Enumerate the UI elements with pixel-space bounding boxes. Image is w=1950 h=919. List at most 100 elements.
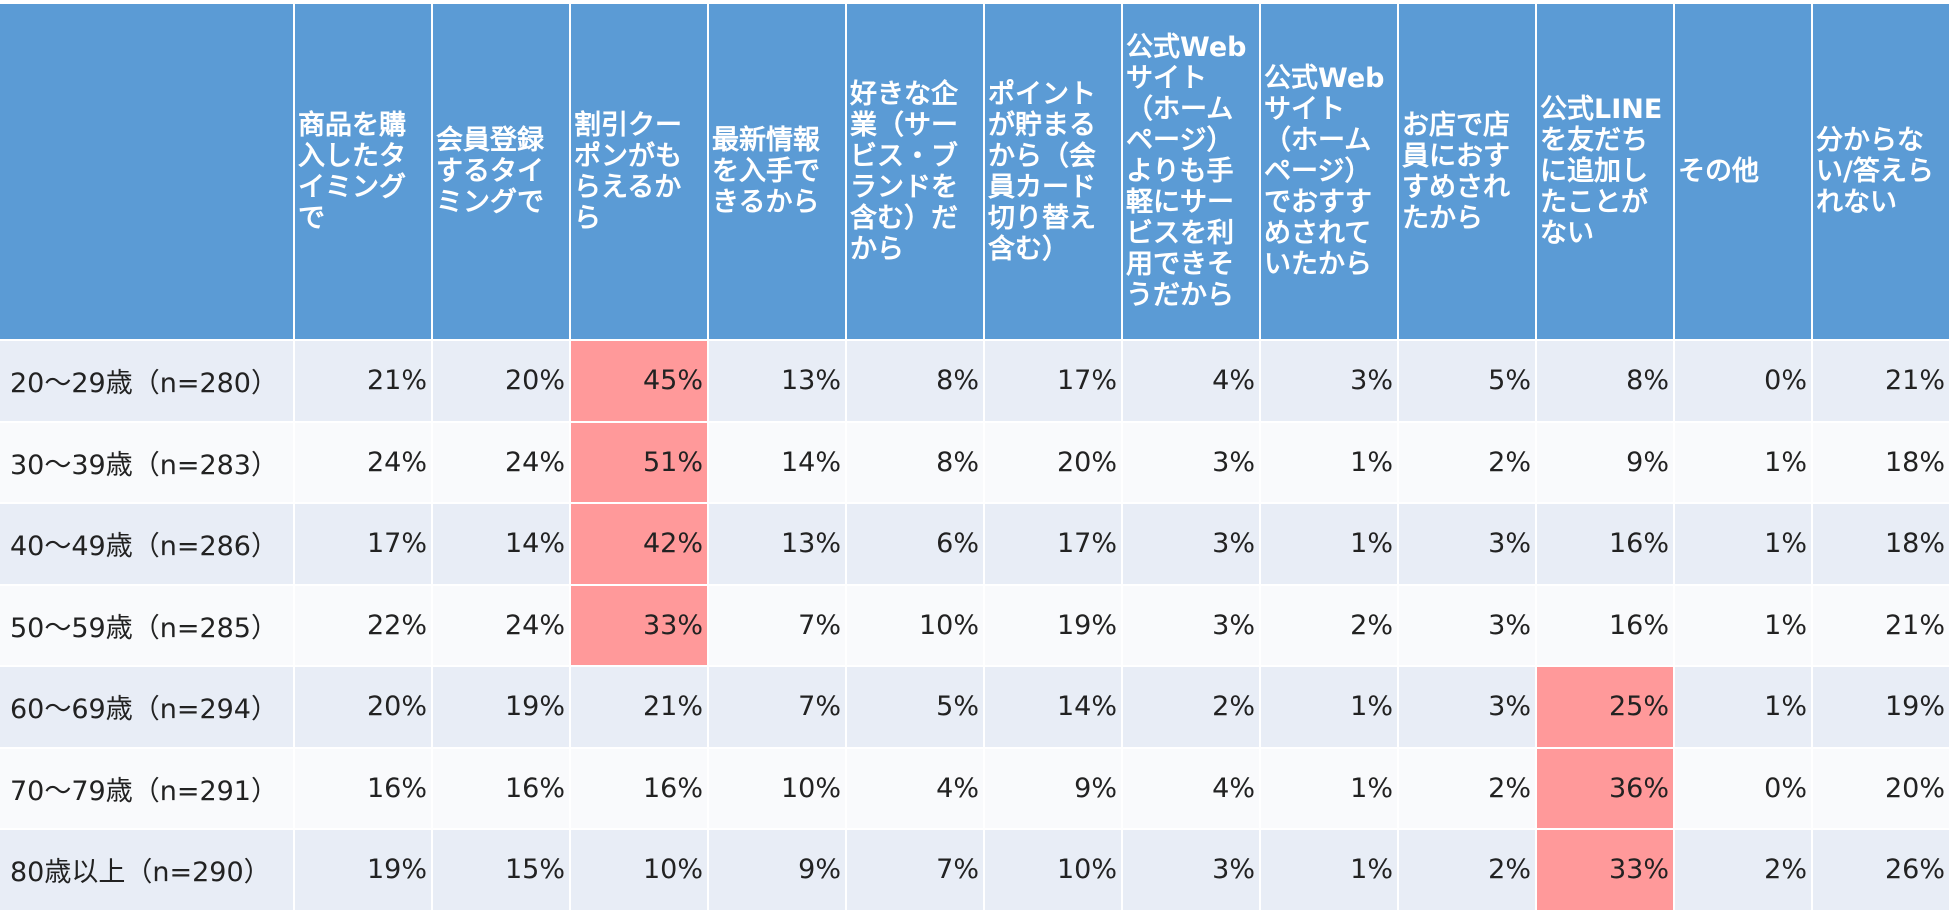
value-cell: 20%: [432, 340, 571, 423]
table-row: 40〜49歳（n=286） 17% 14% 42% 13% 6% 17% 3% 1% 3% 16% 1…: [0, 503, 1950, 586]
value-cell: 16%: [570, 747, 709, 830]
row-label: 30〜39歳（n=283）: [0, 421, 295, 504]
table-body: 20〜29歳（n=280） 21% 20% 45% 13% 8% 17% 4% 3% 5% 8% 0%…: [0, 340, 1950, 912]
value-cell: 19%: [432, 666, 571, 749]
survey-table: 商品を購入したタイミングで 会員登録するタイミングで 割引クーポンがもらえるから 最新…: [0, 4, 1950, 912]
value-cell: 1%: [1260, 747, 1399, 830]
table-row: 20〜29歳（n=280） 21% 20% 45% 13% 8% 17% 4% 3% 5% 8% 0%…: [0, 340, 1950, 423]
value-cell: 6%: [846, 503, 985, 586]
value-cell: 3%: [1122, 584, 1261, 667]
value-cell: 2%: [1398, 829, 1537, 912]
table-row: 30〜39歳（n=283） 24% 24% 51% 14% 8% 20% 3% 1% 2% 9% 1%…: [0, 421, 1950, 504]
value-cell: 3%: [1122, 421, 1261, 504]
column-header: お店で店員におすすめされたから: [1398, 4, 1537, 341]
value-cell: 18%: [1812, 503, 1950, 586]
table-row: 50〜59歳（n=285） 22% 24% 33% 7% 10% 19% 3% 2% 3% 16% 1…: [0, 584, 1950, 667]
value-cell: 7%: [846, 829, 985, 912]
row-label: 80歳以上（n=290）: [0, 829, 295, 912]
highlighted-value-cell: 33%: [1536, 829, 1675, 912]
value-cell: 10%: [846, 584, 985, 667]
value-cell: 13%: [708, 340, 847, 423]
value-cell: 22%: [294, 584, 433, 667]
table-header: 商品を購入したタイミングで 会員登録するタイミングで 割引クーポンがもらえるから 最新…: [0, 4, 1950, 341]
value-cell: 5%: [846, 666, 985, 749]
table-row: 70〜79歳（n=291） 16% 16% 16% 10% 4% 9% 4% 1% 2% 36% 0%…: [0, 747, 1950, 830]
value-cell: 19%: [294, 829, 433, 912]
value-cell: 16%: [1536, 584, 1675, 667]
value-cell: 4%: [1122, 340, 1261, 423]
column-header: ポイントが貯まるから（会員カード切り替え含む）: [984, 4, 1123, 341]
value-cell: 3%: [1398, 584, 1537, 667]
value-cell: 1%: [1674, 503, 1813, 586]
value-cell: 21%: [570, 666, 709, 749]
value-cell: 3%: [1398, 666, 1537, 749]
value-cell: 2%: [1398, 421, 1537, 504]
value-cell: 7%: [708, 584, 847, 667]
highlighted-value-cell: 36%: [1536, 747, 1675, 830]
value-cell: 4%: [846, 747, 985, 830]
value-cell: 15%: [432, 829, 571, 912]
column-header: 公式LINEを友だちに追加したことがない: [1536, 4, 1675, 341]
value-cell: 3%: [1122, 503, 1261, 586]
value-cell: 10%: [570, 829, 709, 912]
value-cell: 0%: [1674, 340, 1813, 423]
row-label: 70〜79歳（n=291）: [0, 747, 295, 830]
column-header: 分からない/答えられない: [1812, 4, 1950, 341]
value-cell: 17%: [984, 340, 1123, 423]
value-cell: 3%: [1260, 340, 1399, 423]
value-cell: 16%: [1536, 503, 1675, 586]
value-cell: 1%: [1674, 666, 1813, 749]
column-header: 最新情報を入手できるから: [708, 4, 847, 341]
value-cell: 17%: [984, 503, 1123, 586]
column-header: その他: [1674, 4, 1813, 341]
column-header: 好きな企業（サービス・ブランドを含む）だから: [846, 4, 985, 341]
value-cell: 21%: [294, 340, 433, 423]
value-cell: 17%: [294, 503, 433, 586]
value-cell: 4%: [1122, 747, 1261, 830]
value-cell: 1%: [1674, 421, 1813, 504]
value-cell: 5%: [1398, 340, 1537, 423]
value-cell: 18%: [1812, 421, 1950, 504]
column-header: 公式Webサイト（ホームページ）でおすすめされていたから: [1260, 4, 1399, 341]
row-label: 20〜29歳（n=280）: [0, 340, 295, 423]
value-cell: 8%: [1536, 340, 1675, 423]
value-cell: 1%: [1260, 503, 1399, 586]
value-cell: 3%: [1398, 503, 1537, 586]
table-row: 60〜69歳（n=294） 20% 19% 21% 7% 5% 14% 2% 1% 3% 25% 1%…: [0, 666, 1950, 749]
value-cell: 1%: [1260, 829, 1399, 912]
value-cell: 2%: [1674, 829, 1813, 912]
value-cell: 1%: [1260, 421, 1399, 504]
value-cell: 9%: [1536, 421, 1675, 504]
value-cell: 16%: [432, 747, 571, 830]
table-row: 80歳以上（n=290） 19% 15% 10% 9% 7% 10% 3% 1% 2% 33% 2% 2…: [0, 829, 1950, 912]
column-header: 商品を購入したタイミングで: [294, 4, 433, 341]
highlighted-value-cell: 45%: [570, 340, 709, 423]
header-row: 商品を購入したタイミングで 会員登録するタイミングで 割引クーポンがもらえるから 最新…: [0, 4, 1950, 341]
value-cell: 8%: [846, 421, 985, 504]
column-header: 割引クーポンがもらえるから: [570, 4, 709, 341]
corner-cell: [0, 4, 295, 341]
value-cell: 21%: [1812, 340, 1950, 423]
value-cell: 24%: [294, 421, 433, 504]
value-cell: 10%: [984, 829, 1123, 912]
value-cell: 20%: [294, 666, 433, 749]
column-header: 会員登録するタイミングで: [432, 4, 571, 341]
value-cell: 20%: [1812, 747, 1950, 830]
value-cell: 7%: [708, 666, 847, 749]
value-cell: 19%: [1812, 666, 1950, 749]
value-cell: 13%: [708, 503, 847, 586]
value-cell: 1%: [1260, 666, 1399, 749]
value-cell: 1%: [1674, 584, 1813, 667]
value-cell: 2%: [1122, 666, 1261, 749]
value-cell: 14%: [432, 503, 571, 586]
row-label: 50〜59歳（n=285）: [0, 584, 295, 667]
value-cell: 8%: [846, 340, 985, 423]
survey-table-container: 商品を購入したタイミングで 会員登録するタイミングで 割引クーポンがもらえるから 最新…: [0, 4, 1950, 912]
value-cell: 21%: [1812, 584, 1950, 667]
value-cell: 14%: [984, 666, 1123, 749]
value-cell: 24%: [432, 421, 571, 504]
value-cell: 10%: [708, 747, 847, 830]
value-cell: 0%: [1674, 747, 1813, 830]
value-cell: 16%: [294, 747, 433, 830]
value-cell: 3%: [1122, 829, 1261, 912]
